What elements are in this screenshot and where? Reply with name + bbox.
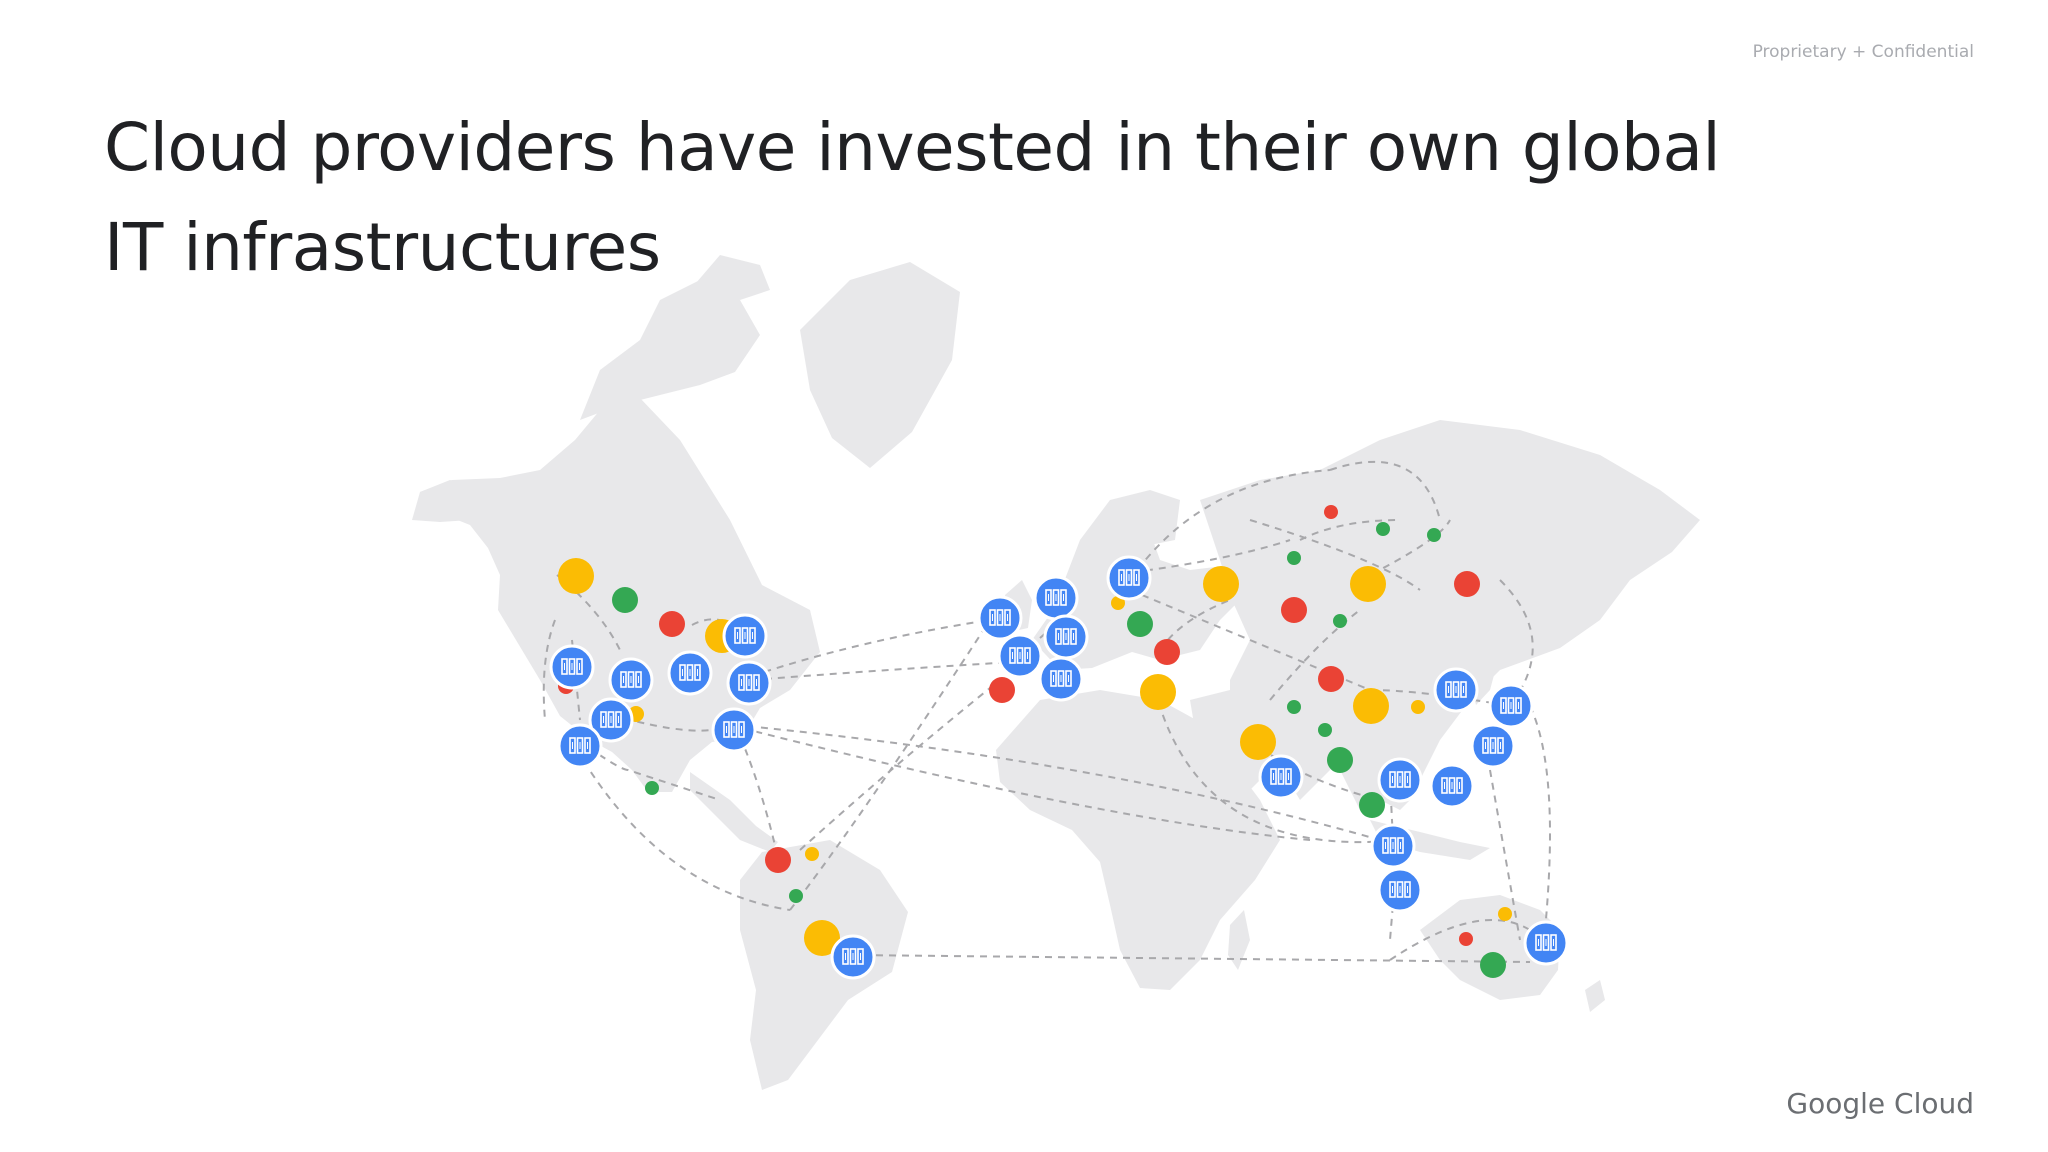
land-alaska [412,480,482,522]
dot-green [1333,614,1347,628]
dot-yellow [558,558,594,594]
land-south-america [740,840,908,1090]
server-rack-icon [1370,823,1416,869]
land-madagascar [1228,910,1250,970]
server-rack-icon [1488,683,1534,729]
dot-green [1359,792,1385,818]
server-rack-icon [667,650,713,696]
dot-green [1480,952,1506,978]
server-rack-icon [1038,656,1084,702]
slide-title-line-1: Cloud providers have invested in their o… [104,109,1721,186]
server-rack-icon [1429,763,1475,809]
dot-green [612,587,638,613]
server-rack-icon [1433,667,1479,713]
server-rack-icon [722,613,768,659]
dot-yellow [1240,724,1276,760]
slide-title: Cloud providers have invested in their o… [104,98,1824,298]
server-rack-icon [1258,754,1304,800]
dot-green [645,781,659,795]
land-new-zealand [1585,980,1605,1012]
server-rack-icon [1377,757,1423,803]
server-rack-icon [1106,555,1152,601]
dot-red [1454,571,1480,597]
server-rack-icon [1470,723,1516,769]
dot-yellow [1498,907,1512,921]
google-cloud-logo: Google Cloud [1786,1087,1974,1120]
dot-yellow [1411,700,1425,714]
dot-green [1318,723,1332,737]
dot-yellow [1140,674,1176,710]
server-rack-icon [726,660,772,706]
dot-green [1127,611,1153,637]
slide-title-line-2: IT infrastructures [104,209,661,286]
dot-red [1154,639,1180,665]
dot-yellow [1350,566,1386,602]
server-rack-icon [608,657,654,703]
dot-yellow [805,847,819,861]
server-rack-icon [1377,867,1423,913]
server-rack-icon [549,644,595,690]
dot-green [1376,522,1390,536]
server-rack-icon [1033,575,1079,621]
dot-yellow [804,920,840,956]
land-arabia [1190,690,1280,790]
land-greenland [800,262,960,468]
server-rack-icon [557,723,603,769]
server-rack-icon [997,633,1043,679]
dot-red [1459,932,1473,946]
dot-red [989,677,1015,703]
server-rack-icon [830,934,876,980]
land-arctic-islands [580,280,760,420]
land-scandinavia [1060,490,1180,592]
dot-green [1287,700,1301,714]
confidential-label: Proprietary + Confidential [1752,42,1974,62]
server-rack-icon [977,595,1023,641]
dot-green [789,889,803,903]
server-rack-icon [1043,614,1089,660]
land-australia [1420,895,1560,1000]
server-rack-icon [711,707,757,753]
server-rack-icon [1523,920,1569,966]
dot-yellow [1203,566,1239,602]
land-masses [412,255,1700,1090]
dot-red [765,847,791,873]
dot-green [1327,747,1353,773]
location-dots [558,505,1512,978]
dot-red [1324,505,1338,519]
dot-red [659,611,685,637]
dot-red [1318,666,1344,692]
dot-green [1427,528,1441,542]
dot-yellow [1111,596,1125,610]
dot-yellow [1353,688,1389,724]
dot-green [1287,551,1301,565]
land-central-america [690,772,778,852]
dot-red [1281,597,1307,623]
